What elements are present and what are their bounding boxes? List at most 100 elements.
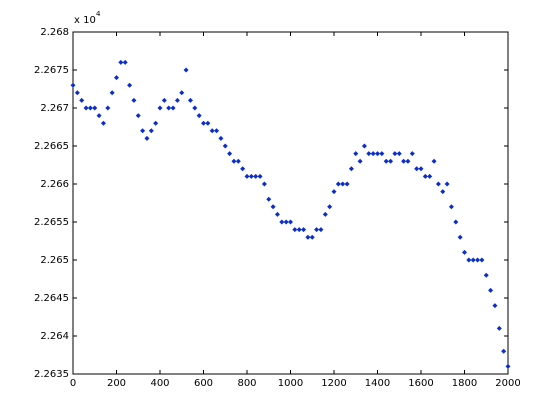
point xyxy=(109,90,115,96)
point xyxy=(479,257,485,263)
point xyxy=(314,227,320,233)
point xyxy=(83,105,89,111)
point xyxy=(388,158,394,164)
point xyxy=(309,234,315,240)
point xyxy=(100,120,106,126)
point xyxy=(344,181,350,187)
point xyxy=(209,128,215,134)
point xyxy=(266,196,272,202)
point xyxy=(122,59,128,65)
point xyxy=(431,158,437,164)
point xyxy=(222,143,228,149)
point xyxy=(131,97,137,103)
point xyxy=(257,173,263,179)
point xyxy=(396,151,402,157)
y-tick-label: 2.2645 xyxy=(34,293,69,304)
point xyxy=(457,234,463,240)
x-tick-label: 400 xyxy=(150,378,169,389)
point xyxy=(318,227,324,233)
point xyxy=(270,204,276,210)
y-tick-label: 2.2635 xyxy=(34,369,69,380)
point xyxy=(440,189,446,195)
point xyxy=(409,151,415,157)
point xyxy=(466,257,472,263)
point xyxy=(261,181,267,187)
point xyxy=(240,166,246,172)
y-tick-label: 2.2675 xyxy=(34,65,69,76)
point xyxy=(196,113,202,119)
point xyxy=(105,105,111,111)
point xyxy=(140,128,146,134)
plot-area xyxy=(72,31,509,375)
point xyxy=(274,211,280,217)
point xyxy=(279,219,285,225)
point xyxy=(379,151,385,157)
x-tick-label: 2000 xyxy=(495,378,520,389)
point xyxy=(114,75,119,81)
point xyxy=(496,325,502,331)
x-tick-label: 1400 xyxy=(365,378,390,389)
point xyxy=(392,151,398,157)
point xyxy=(214,128,220,134)
x-tick-label: 800 xyxy=(237,378,256,389)
point xyxy=(435,181,441,187)
point xyxy=(505,363,511,369)
x-tick-label: 1800 xyxy=(452,378,477,389)
point xyxy=(157,105,163,111)
point xyxy=(187,97,193,103)
x-tick-label: 200 xyxy=(107,378,126,389)
point xyxy=(492,303,498,309)
exponent: 4 xyxy=(96,10,101,18)
point xyxy=(205,120,211,126)
x-tick-label: 0 xyxy=(70,378,76,389)
point xyxy=(288,219,293,225)
point xyxy=(170,105,176,111)
point xyxy=(453,219,459,225)
point xyxy=(87,105,93,111)
point xyxy=(470,257,476,263)
point xyxy=(201,120,206,126)
x-tick-label: 1200 xyxy=(321,378,346,389)
y-tick-label: 2.264 xyxy=(40,331,69,342)
point xyxy=(135,113,141,119)
point xyxy=(418,166,424,172)
point xyxy=(401,158,407,164)
point xyxy=(444,181,450,187)
point xyxy=(483,272,489,278)
point xyxy=(96,113,102,119)
point xyxy=(427,173,433,179)
point xyxy=(179,90,185,96)
point xyxy=(383,158,389,164)
point xyxy=(322,211,328,217)
point xyxy=(161,97,167,103)
point xyxy=(475,257,481,263)
x-tick-label: 1000 xyxy=(278,378,303,389)
point xyxy=(148,128,154,134)
point xyxy=(327,204,333,210)
point xyxy=(448,204,454,210)
point xyxy=(375,151,380,157)
point xyxy=(235,158,241,164)
point xyxy=(192,105,198,111)
point xyxy=(153,120,159,126)
y-tick-label: 2.2655 xyxy=(34,217,69,228)
point xyxy=(231,158,237,164)
point xyxy=(74,90,80,96)
y-tick-label: 2.265 xyxy=(40,255,69,266)
x-tick-label: 1600 xyxy=(408,378,433,389)
point xyxy=(488,287,494,293)
point xyxy=(283,219,289,225)
point xyxy=(353,151,359,157)
point xyxy=(414,166,420,172)
point xyxy=(227,151,233,157)
y-tick-label: 2.267 xyxy=(40,103,69,114)
point xyxy=(422,173,428,179)
point xyxy=(166,105,172,111)
point xyxy=(462,249,467,255)
point xyxy=(218,135,224,141)
point xyxy=(405,158,411,164)
point xyxy=(501,348,507,354)
point xyxy=(144,135,150,141)
point xyxy=(301,227,307,233)
